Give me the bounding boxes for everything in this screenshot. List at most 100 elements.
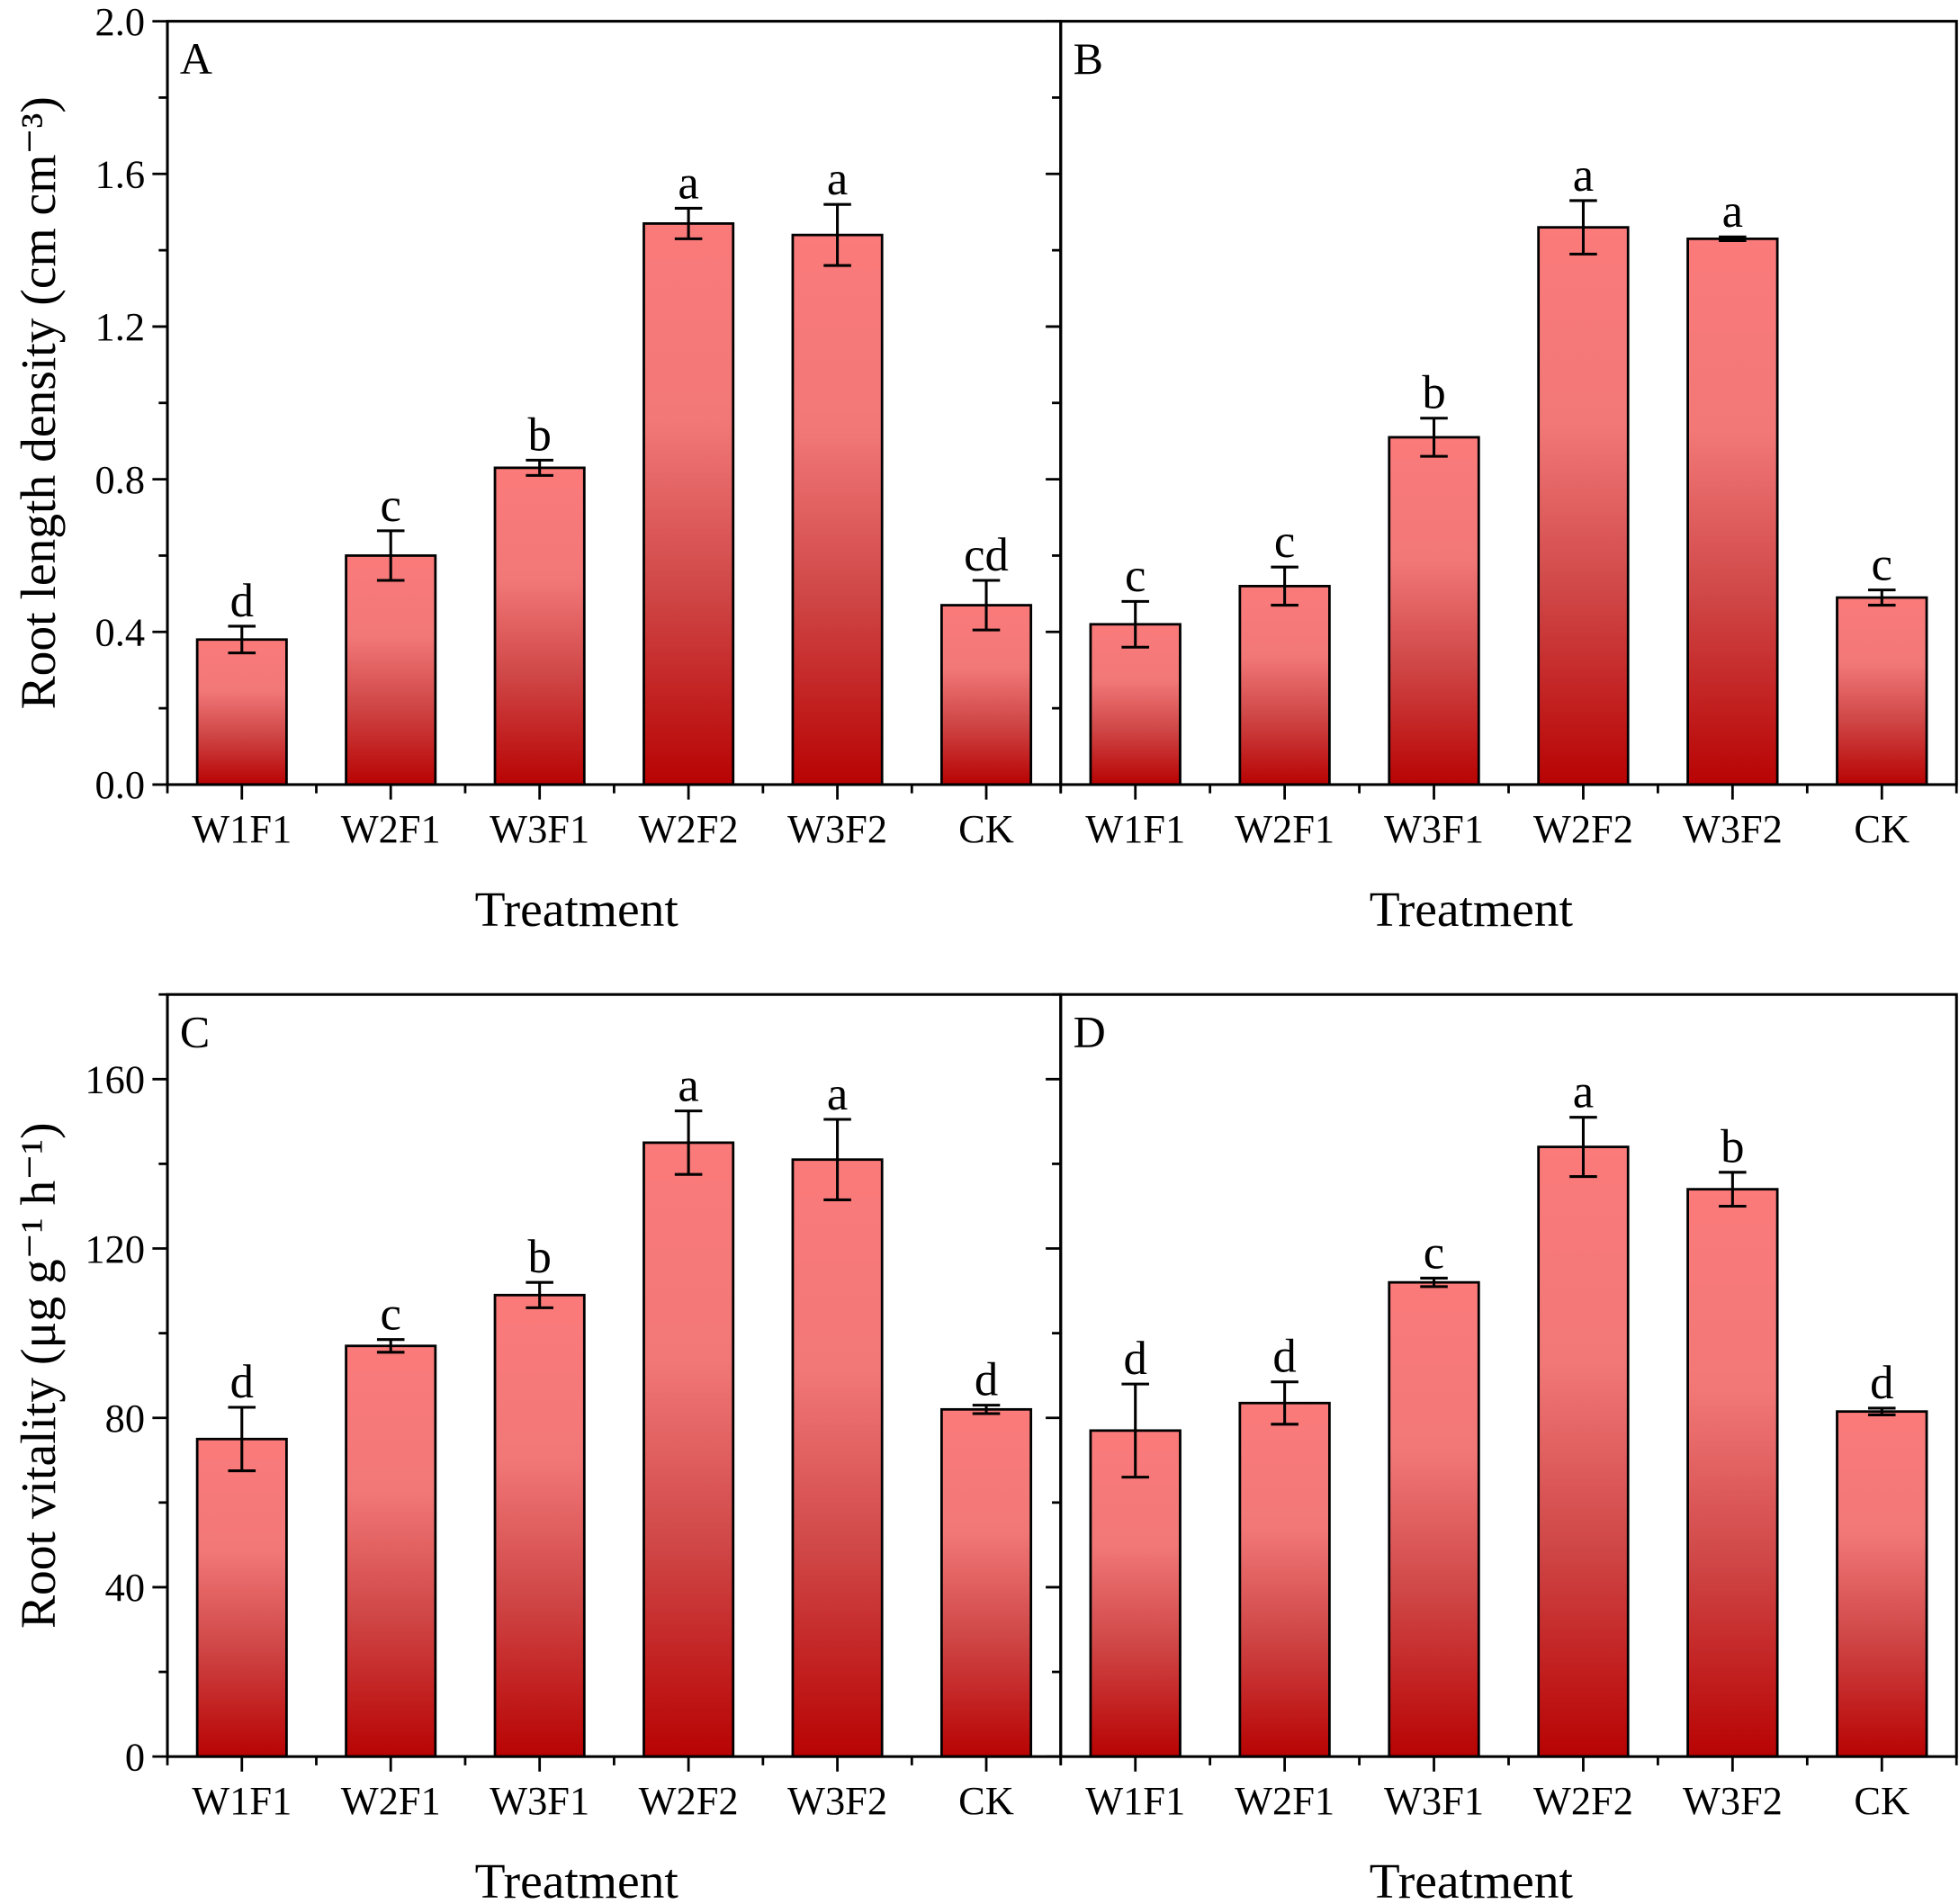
bar [1238, 1401, 1331, 1758]
significance-letter: d [1272, 1331, 1296, 1383]
significance-letter: d [975, 1354, 998, 1406]
plot-frame [166, 20, 1063, 786]
bar [643, 222, 735, 786]
significance-letter: b [1422, 367, 1445, 419]
bar [939, 604, 1033, 786]
panel-d: d W1F1 d W2F1 c W3F1 a W2F2 b W3F2 d CK D Treatment [1046, 992, 1958, 1904]
x-tick-label: W1F1 [1085, 1778, 1185, 1823]
panel-a: d W1F1 c W2F1 b W3F1 a W2F2 a W3F2 cd CK 0.0 0.4 0.8 1.… [12, 0, 1063, 938]
x-tick-label: W2F1 [341, 806, 441, 851]
bar [1089, 1429, 1182, 1758]
bar [939, 1407, 1033, 1758]
x-axis-label: Treatment [475, 1855, 679, 1904]
significance-letter: b [527, 409, 551, 461]
y-tick-label: 0 [125, 1734, 145, 1779]
bar [345, 554, 437, 786]
x-tick-label: W1F1 [192, 806, 292, 851]
x-tick-label: W2F2 [639, 1778, 739, 1823]
x-tick-label: W2F1 [1235, 806, 1334, 851]
bar [1388, 1280, 1480, 1758]
x-tick-label: W2F2 [1533, 1778, 1633, 1823]
x-tick-label: W3F2 [1683, 1778, 1783, 1823]
significance-letter: cd [964, 529, 1009, 581]
y-tick-label: 120 [85, 1226, 145, 1271]
significance-letter: d [1124, 1333, 1147, 1385]
significance-letter: a [678, 1059, 698, 1111]
bar [195, 638, 288, 786]
x-tick-label: CK [1854, 806, 1910, 851]
y-axis-label: Root vitality (μg g⁻¹ h⁻¹) [12, 1122, 67, 1629]
x-tick-label: W1F1 [192, 1778, 292, 1823]
panel-label: C [180, 1007, 210, 1057]
significance-letter: a [827, 153, 848, 205]
significance-letter: b [1721, 1121, 1744, 1173]
y-tick-label: 2.0 [95, 0, 146, 44]
significance-letter: c [1274, 516, 1295, 568]
panel-label: D [1074, 1007, 1106, 1057]
bar [1686, 1188, 1779, 1758]
x-tick-label: W3F1 [1384, 1778, 1484, 1823]
bar [1836, 1410, 1928, 1758]
y-tick-label: 1.6 [95, 152, 146, 197]
x-tick-label: W3F2 [787, 1778, 887, 1823]
significance-letter: a [827, 1068, 848, 1120]
y-tick-label: 160 [85, 1057, 145, 1102]
significance-letter: c [1872, 539, 1892, 591]
significance-letter: d [1870, 1357, 1893, 1409]
x-tick-label: W3F1 [490, 1778, 589, 1823]
x-tick-label: W3F1 [1384, 806, 1484, 851]
bar [1537, 226, 1630, 786]
bar [791, 1158, 884, 1758]
y-tick-label: 1.2 [95, 304, 146, 349]
y-tick-label: 0.8 [95, 457, 146, 502]
significance-letter: c [1125, 550, 1146, 602]
x-axis-label: Treatment [475, 883, 679, 938]
y-tick-label: 80 [105, 1396, 145, 1441]
plot-frame [1059, 992, 1958, 1758]
bar [1537, 1145, 1630, 1758]
y-tick-label: 0.4 [95, 610, 146, 655]
x-tick-label: W3F2 [1683, 806, 1783, 851]
significance-letter: c [381, 480, 401, 532]
plot-frame [166, 992, 1063, 1758]
bar [1836, 596, 1928, 786]
panel-b: c W1F1 c W2F1 b W3F1 a W2F2 a W3F2 c CK B Treatment [1046, 20, 1958, 938]
bar [493, 1293, 586, 1758]
x-tick-label: CK [958, 806, 1014, 851]
significance-letter: a [1573, 149, 1594, 202]
panel-label: A [180, 33, 212, 84]
x-tick-label: W2F2 [639, 806, 739, 851]
x-tick-label: CK [958, 1778, 1014, 1823]
x-axis-label: Treatment [1370, 1855, 1574, 1904]
panel-label: B [1074, 33, 1103, 84]
bar [345, 1344, 437, 1758]
x-tick-label: W3F2 [787, 806, 887, 851]
x-axis-label: Treatment [1370, 883, 1574, 938]
x-tick-label: CK [1854, 1778, 1910, 1823]
bar [791, 233, 884, 786]
significance-letter: d [230, 575, 254, 627]
y-tick-label: 0.0 [95, 762, 146, 807]
x-tick-label: W1F1 [1085, 806, 1185, 851]
y-tick-label: 40 [105, 1565, 145, 1610]
significance-letter: d [230, 1356, 254, 1408]
y-axis-label: Root length density (cm cm⁻³) [12, 96, 67, 709]
x-tick-label: W2F2 [1533, 806, 1633, 851]
bar [1238, 584, 1331, 786]
x-tick-label: W3F1 [490, 806, 589, 851]
significance-letter: a [678, 157, 698, 209]
x-tick-label: W2F1 [1235, 1778, 1334, 1823]
bar [195, 1437, 288, 1758]
significance-letter: c [381, 1289, 401, 1341]
bar [643, 1141, 735, 1758]
significance-letter: a [1573, 1066, 1594, 1118]
bar [1388, 436, 1480, 786]
bar [493, 466, 586, 786]
significance-letter: c [1424, 1226, 1444, 1279]
x-tick-label: W2F1 [341, 1778, 441, 1823]
significance-letter: b [527, 1231, 551, 1283]
significance-letter: a [1722, 185, 1743, 238]
bar [1686, 237, 1779, 786]
panel-c: d W1F1 c W2F1 b W3F1 a W2F2 a W3F2 d CK 0 40 80 120 160 C… [12, 992, 1063, 1904]
